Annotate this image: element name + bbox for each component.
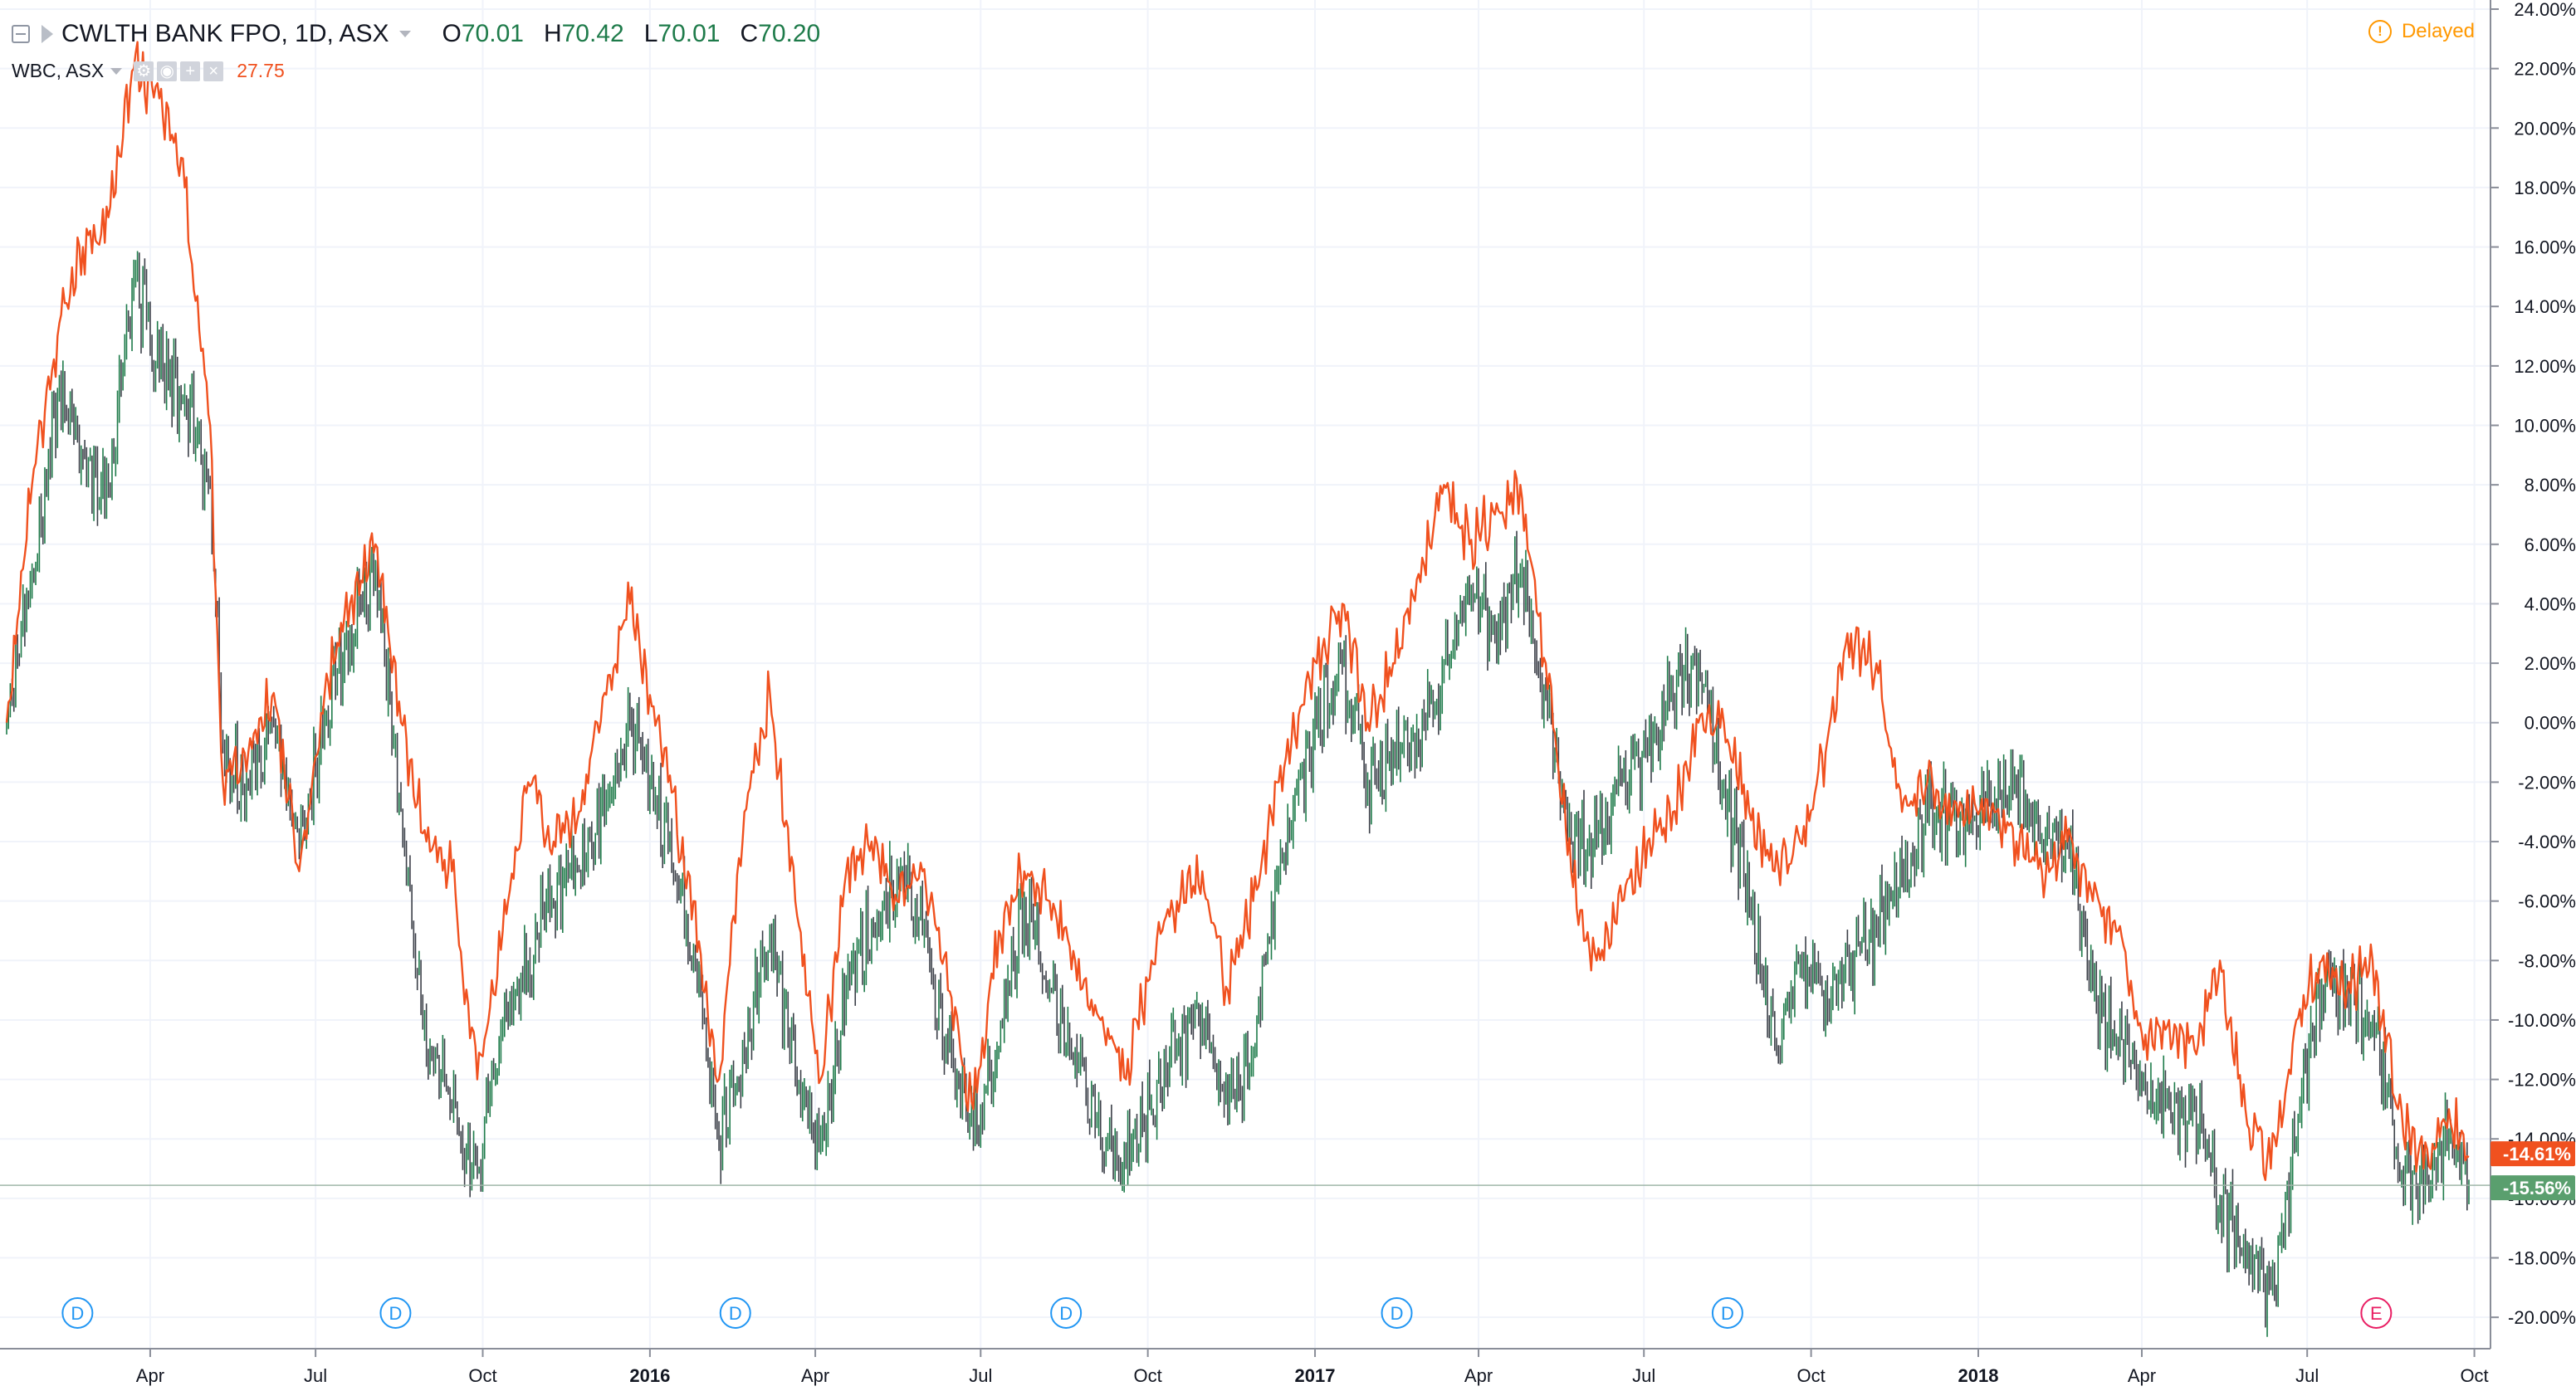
low-value: 70.01 <box>657 20 721 47</box>
event-marker-label: D <box>1721 1303 1734 1324</box>
x-tick-label: Jul <box>2295 1365 2319 1386</box>
last-value-label: -15.56% <box>2503 1178 2571 1198</box>
plus-icon[interactable]: + <box>180 61 201 81</box>
grid <box>0 0 2490 1349</box>
y-tick-label: 24.00% <box>2514 0 2576 20</box>
last-value-badges: -14.61% -15.56% <box>2490 1141 2575 1201</box>
low-label: L <box>643 20 658 47</box>
series-layer <box>0 41 2490 1337</box>
high-value: 70.42 <box>561 20 624 47</box>
dividend-marker[interactable] <box>1050 1297 1083 1329</box>
y-tick-label: -10.00% <box>2508 1010 2576 1031</box>
series-wbc-line <box>5 41 2470 1181</box>
warning-icon: ! <box>2368 20 2392 43</box>
dividend-marker[interactable] <box>1381 1297 1413 1329</box>
collapse-legend-button[interactable] <box>12 25 30 43</box>
compare-legend: WBC, ASX ⚙ ◉ + × 27.75 <box>12 60 285 82</box>
y-tick-label: 8.00% <box>2525 475 2576 495</box>
x-tick-label: Jul <box>304 1365 327 1386</box>
x-tick-label: Oct <box>1796 1365 1825 1386</box>
delayed-status[interactable]: ! Delayed <box>2368 20 2475 43</box>
x-tick-label: 2017 <box>1295 1365 1336 1386</box>
y-tick-label: -12.00% <box>2508 1070 2576 1091</box>
x-tick-label: Apr <box>1464 1365 1493 1386</box>
y-tick-label: 16.00% <box>2514 237 2576 258</box>
y-tick-label: 12.00% <box>2514 356 2576 377</box>
x-tick-label: Oct <box>1134 1365 1162 1386</box>
y-tick-label: 14.00% <box>2514 296 2576 317</box>
event-marker-label: D <box>1059 1303 1073 1324</box>
y-tick-label: 18.00% <box>2514 178 2576 198</box>
delayed-label: Delayed <box>2401 20 2475 42</box>
y-tick-label: 20.00% <box>2514 118 2576 139</box>
open-label: O <box>442 20 462 47</box>
dividend-marker[interactable] <box>61 1297 94 1329</box>
dividend-marker[interactable] <box>1711 1297 1743 1329</box>
y-tick-label: 10.00% <box>2514 416 2576 437</box>
dividend-marker[interactable] <box>719 1297 751 1329</box>
x-tick-label: Apr <box>801 1365 829 1386</box>
y-tick-label: -8.00% <box>2518 950 2576 971</box>
earnings-marker[interactable] <box>2360 1297 2393 1329</box>
y-tick-label: 2.00% <box>2525 653 2576 674</box>
event-marker-label: D <box>71 1303 84 1324</box>
y-tick-label: -4.00% <box>2518 832 2576 852</box>
eye-icon[interactable]: ◉ <box>157 61 178 81</box>
y-tick-label: -18.00% <box>2508 1248 2576 1269</box>
close-label: C <box>740 20 759 47</box>
high-label: H <box>543 20 562 47</box>
chevron-down-icon[interactable] <box>110 67 123 75</box>
x-tick-label: 2016 <box>629 1365 670 1386</box>
y-tick-label: -6.00% <box>2518 891 2576 912</box>
event-marker-label: E <box>2370 1303 2383 1324</box>
flag-icon[interactable] <box>42 25 53 43</box>
x-tick-label: Apr <box>136 1365 164 1386</box>
x-tick-label: 2018 <box>1958 1365 1999 1386</box>
x-tick-label: Jul <box>1632 1365 1655 1386</box>
x-tick-label: Oct <box>468 1365 496 1386</box>
last-value-badge <box>2490 1175 2575 1201</box>
x-tick-label: Oct <box>2460 1365 2488 1386</box>
main-legend: CWLTH BANK FPO, 1D, ASX O 70.01 H 70.42 … <box>12 20 832 48</box>
event-marker-label: D <box>1391 1303 1404 1324</box>
x-tick-label: Jul <box>969 1365 992 1386</box>
y-tick-label: -20.00% <box>2508 1307 2576 1328</box>
event-marker-label: D <box>389 1303 402 1324</box>
compare-value: 27.75 <box>237 60 285 81</box>
dividend-marker[interactable] <box>379 1297 412 1329</box>
settings-icon[interactable]: ⚙ <box>134 61 154 81</box>
y-tick-label: 22.00% <box>2514 59 2576 80</box>
open-value: 70.01 <box>461 20 524 47</box>
event-marker-label: D <box>729 1303 742 1324</box>
last-value-label: -14.61% <box>2503 1144 2571 1164</box>
last-value-badge <box>2490 1141 2575 1167</box>
x-tick-label: Apr <box>2128 1365 2156 1386</box>
series-cba <box>6 251 2470 1337</box>
y-tick-label: -2.00% <box>2518 772 2576 793</box>
y-tick-label: 0.00% <box>2525 713 2576 734</box>
main-symbol-title[interactable]: CWLTH BANK FPO, 1D, ASX <box>61 20 389 47</box>
close-icon[interactable]: × <box>203 61 224 81</box>
compare-symbol-title[interactable]: WBC, ASX <box>12 60 105 81</box>
chevron-down-icon[interactable] <box>398 31 411 37</box>
y-tick-label: 6.00% <box>2525 534 2576 555</box>
y-tick-label: 4.00% <box>2525 593 2576 614</box>
close-value: 70.20 <box>758 20 821 47</box>
